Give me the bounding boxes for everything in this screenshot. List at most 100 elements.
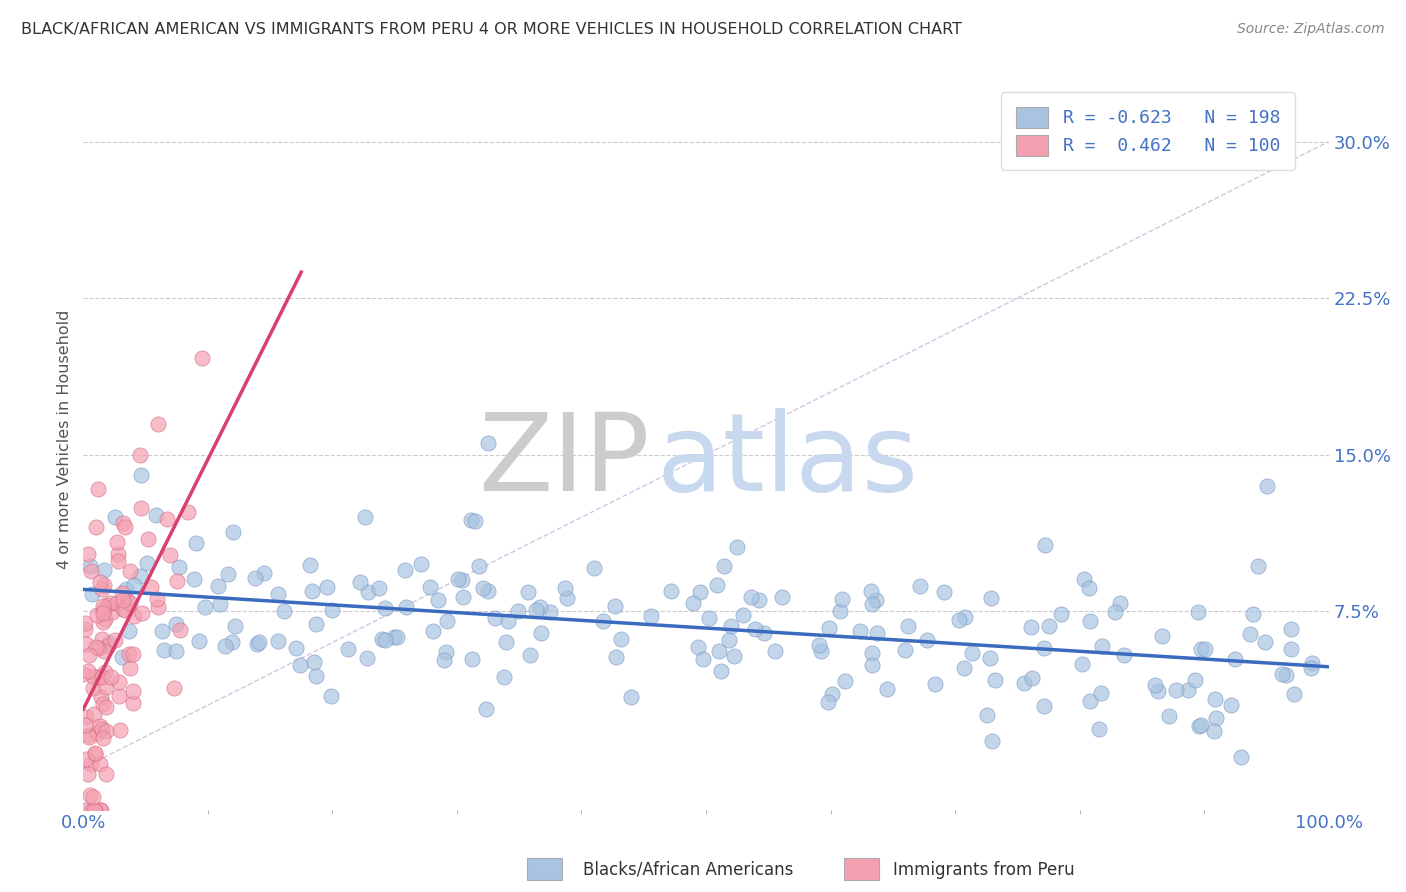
Point <box>1301 656 1323 670</box>
Point <box>75 710 97 724</box>
Point <box>699 611 721 625</box>
Point <box>710 664 733 678</box>
Point <box>145 508 167 522</box>
Point <box>475 702 498 716</box>
Point <box>1223 652 1246 666</box>
Point <box>167 559 190 574</box>
Point <box>810 644 832 658</box>
Point <box>818 622 841 636</box>
Point <box>111 649 134 664</box>
Point <box>96 723 118 738</box>
Point <box>924 677 946 691</box>
Point <box>433 653 456 667</box>
Point <box>1152 629 1174 643</box>
Point <box>101 605 124 619</box>
Point <box>496 615 519 629</box>
Point <box>298 558 321 573</box>
Point <box>524 602 547 616</box>
Point <box>1188 719 1211 733</box>
Point <box>688 640 710 654</box>
Point <box>1184 673 1206 688</box>
Point <box>1104 605 1126 619</box>
Point <box>718 633 741 648</box>
Point <box>689 585 711 599</box>
Point <box>94 665 117 679</box>
Point <box>121 696 143 710</box>
Point <box>706 578 728 592</box>
Point <box>808 638 831 652</box>
Point <box>73 718 96 732</box>
Point <box>557 591 579 605</box>
Point <box>770 590 793 604</box>
Point <box>96 767 118 781</box>
Point <box>156 512 179 526</box>
Point <box>411 557 433 571</box>
Point <box>821 687 844 701</box>
Point <box>356 651 378 665</box>
Point <box>894 643 917 657</box>
Point <box>266 587 288 601</box>
Point <box>79 558 101 573</box>
Point <box>828 604 851 618</box>
Point <box>763 644 786 658</box>
Point <box>79 788 101 802</box>
Point <box>304 617 326 632</box>
Point <box>75 622 97 636</box>
Point <box>162 681 184 696</box>
Point <box>1164 683 1187 698</box>
Point <box>90 803 112 817</box>
Point <box>1246 558 1268 573</box>
Point <box>87 669 110 683</box>
Point <box>1299 660 1322 674</box>
Point <box>960 646 983 660</box>
Point <box>91 632 114 647</box>
Point <box>80 587 103 601</box>
Point <box>713 559 735 574</box>
Text: atlas: atlas <box>657 409 918 515</box>
Point <box>754 625 776 640</box>
Point <box>554 581 576 595</box>
Point <box>1019 620 1042 634</box>
Point <box>131 606 153 620</box>
Point <box>165 617 187 632</box>
Point <box>848 624 870 638</box>
Point <box>866 626 889 640</box>
Point <box>302 655 325 669</box>
Point <box>96 680 118 694</box>
Point <box>97 636 120 650</box>
Point <box>1050 607 1073 622</box>
Point <box>451 590 474 604</box>
Point <box>419 581 441 595</box>
Point <box>75 637 97 651</box>
Point <box>110 723 132 738</box>
Point <box>1112 648 1135 662</box>
Point <box>120 596 142 610</box>
Point <box>661 584 683 599</box>
Point <box>468 558 491 573</box>
Point <box>75 752 97 766</box>
Point <box>253 566 276 580</box>
Point <box>1189 642 1212 657</box>
Point <box>394 563 416 577</box>
Point <box>107 547 129 561</box>
Point <box>538 605 561 619</box>
Point <box>1256 479 1278 493</box>
Point <box>1032 699 1054 714</box>
Point <box>77 648 100 662</box>
Point <box>84 520 107 534</box>
Point <box>91 599 114 614</box>
Point <box>80 756 103 771</box>
Point <box>79 731 101 745</box>
Point <box>1271 667 1294 681</box>
Point <box>530 625 553 640</box>
Point <box>129 501 152 516</box>
Point <box>217 566 239 581</box>
Point <box>72 667 94 681</box>
Point <box>194 599 217 614</box>
Point <box>1109 595 1132 609</box>
Point <box>709 643 731 657</box>
Point <box>98 596 121 610</box>
Point <box>146 599 169 614</box>
Point <box>89 756 111 771</box>
Point <box>932 585 955 599</box>
